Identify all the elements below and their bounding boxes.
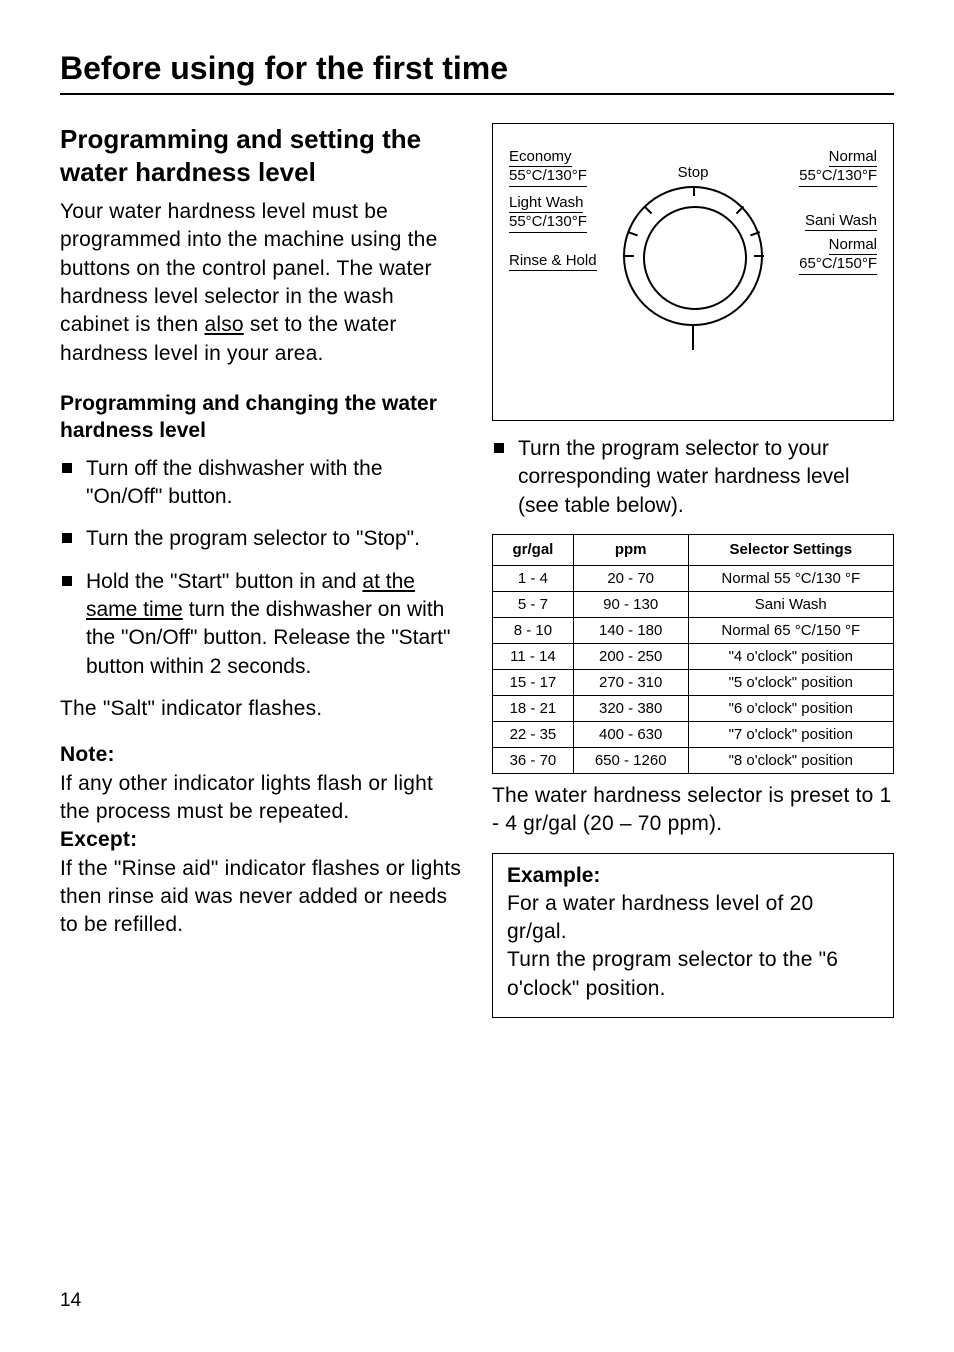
table-cell: 200 - 250 (573, 644, 688, 670)
dial-label-normal65: Normal 65°C/150°F (799, 236, 877, 275)
table-header-row: gr/gal ppm Selector Settings (493, 535, 894, 566)
content-columns: Programming and setting the water hardne… (60, 123, 894, 1018)
dial-label-text: Normal (829, 236, 877, 255)
dial-label-saniwash: Sani Wash (805, 212, 877, 231)
dial-tick (624, 255, 634, 257)
table-cell: "8 o'clock" position (688, 748, 893, 774)
hardness-table-body: 1 - 420 - 70Normal 55 °C/130 °F5 - 790 -… (493, 566, 894, 774)
dial-tick (754, 255, 764, 257)
dial-label-stop: Stop (678, 164, 709, 181)
note-text: If any other indicator lights flash or l… (60, 772, 433, 823)
section-title: Before using for the first time (60, 50, 894, 95)
table-cell: 320 - 380 (573, 696, 688, 722)
table-cell: Normal 65 °C/150 °F (688, 618, 893, 644)
table-row: 11 - 14200 - 250"4 o'clock" position (493, 644, 894, 670)
table-cell: 15 - 17 (493, 670, 574, 696)
dial-label-text: 55°C/130°F (509, 213, 587, 232)
table-cell: "5 o'clock" position (688, 670, 893, 696)
preset-text: The water hardness selector is preset to… (492, 782, 894, 839)
step-item: Turn the program selector to your corres… (492, 435, 894, 520)
dial-label-text: Stop (678, 164, 709, 181)
table-header: ppm (573, 535, 688, 566)
right-steps-list: Turn the program selector to your corres… (492, 435, 894, 520)
intro-text-underline: also (204, 313, 243, 336)
dial-label-text: Rinse & Hold (509, 252, 597, 271)
table-header: gr/gal (493, 535, 574, 566)
table-cell: "7 o'clock" position (688, 722, 893, 748)
example-box: Example: For a water hardness level of 2… (492, 853, 894, 1018)
dial-label-economy: Economy 55°C/130°F (509, 148, 587, 187)
dial-label-text: Light Wash (509, 194, 583, 213)
table-row: 5 - 790 - 130Sani Wash (493, 592, 894, 618)
table-cell: 18 - 21 (493, 696, 574, 722)
table-cell: 1 - 4 (493, 566, 574, 592)
dial-label-lightwash: Light Wash 55°C/130°F (509, 194, 587, 233)
table-cell: 90 - 130 (573, 592, 688, 618)
dial-label-rinsehold: Rinse & Hold (509, 252, 597, 271)
dial-label-text: Normal (829, 148, 877, 167)
program-selector-figure: Economy 55°C/130°F Light Wash 55°C/130°F… (492, 123, 894, 421)
steps-list: Turn off the dishwasher with the "On/Off… (60, 455, 462, 681)
hardness-table: gr/gal ppm Selector Settings 1 - 420 - 7… (492, 534, 894, 774)
dial-inner-ring (643, 206, 747, 310)
table-cell: 650 - 1260 (573, 748, 688, 774)
table-row: 36 - 70650 - 1260"8 o'clock" position (493, 748, 894, 774)
note-block: Note: If any other indicator lights flas… (60, 741, 462, 939)
example-text: For a water hardness level of 20 gr/gal.… (507, 890, 879, 1003)
table-cell: 400 - 630 (573, 722, 688, 748)
table-cell: 20 - 70 (573, 566, 688, 592)
table-cell: Normal 55 °C/130 °F (688, 566, 893, 592)
table-row: 22 - 35400 - 630"7 o'clock" position (493, 722, 894, 748)
table-cell: "4 o'clock" position (688, 644, 893, 670)
dial-label-text: 55°C/130°F (799, 167, 877, 186)
table-cell: "6 o'clock" position (688, 696, 893, 722)
table-cell: 140 - 180 (573, 618, 688, 644)
dial-label-text: Sani Wash (805, 212, 877, 231)
except-label: Except: (60, 828, 137, 851)
table-row: 18 - 21320 - 380"6 o'clock" position (493, 696, 894, 722)
table-cell: Sani Wash (688, 592, 893, 618)
table-row: 15 - 17270 - 310"5 o'clock" position (493, 670, 894, 696)
manual-page: Before using for the first time Programm… (0, 0, 954, 1352)
note-label: Note: (60, 743, 115, 766)
dial-label-text: 65°C/150°F (799, 255, 877, 274)
table-cell: 5 - 7 (493, 592, 574, 618)
right-column: Economy 55°C/130°F Light Wash 55°C/130°F… (492, 123, 894, 1018)
dial-label-normal55: Normal 55°C/130°F (799, 148, 877, 187)
table-cell: 11 - 14 (493, 644, 574, 670)
sub-subsection-title: Programming and changing the water hardn… (60, 390, 462, 445)
subsection-title: Programming and setting the water hardne… (60, 123, 462, 188)
intro-paragraph: Your water hardness level must be progra… (60, 198, 462, 368)
step-text-pre: Hold the "Start" button in and (86, 570, 362, 593)
step-item: Turn the program selector to "Stop". (60, 525, 462, 553)
table-cell: 22 - 35 (493, 722, 574, 748)
dial-graphic (623, 186, 763, 326)
dial-label-text: Economy (509, 148, 572, 167)
table-header: Selector Settings (688, 535, 893, 566)
table-row: 8 - 10140 - 180Normal 65 °C/150 °F (493, 618, 894, 644)
example-title: Example: (507, 864, 879, 888)
step-item: Hold the "Start" button in and at the sa… (60, 568, 462, 681)
step-item: Turn off the dishwasher with the "On/Off… (60, 455, 462, 512)
table-cell: 8 - 10 (493, 618, 574, 644)
dial-pointer (692, 326, 694, 350)
table-cell: 36 - 70 (493, 748, 574, 774)
dial-tick (693, 186, 695, 196)
salt-indicator-text: The "Salt" indicator flashes. (60, 695, 462, 723)
except-text: If the "Rinse aid" indicator flashes or … (60, 857, 461, 937)
table-row: 1 - 420 - 70Normal 55 °C/130 °F (493, 566, 894, 592)
left-column: Programming and setting the water hardne… (60, 123, 462, 1018)
dial-label-text: 55°C/130°F (509, 167, 587, 186)
page-number: 14 (60, 1290, 81, 1312)
table-cell: 270 - 310 (573, 670, 688, 696)
